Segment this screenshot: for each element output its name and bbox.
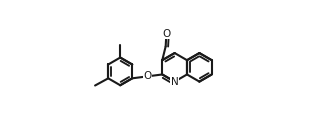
Text: O: O <box>143 71 151 81</box>
Text: N: N <box>171 77 178 87</box>
Text: O: O <box>162 29 170 39</box>
